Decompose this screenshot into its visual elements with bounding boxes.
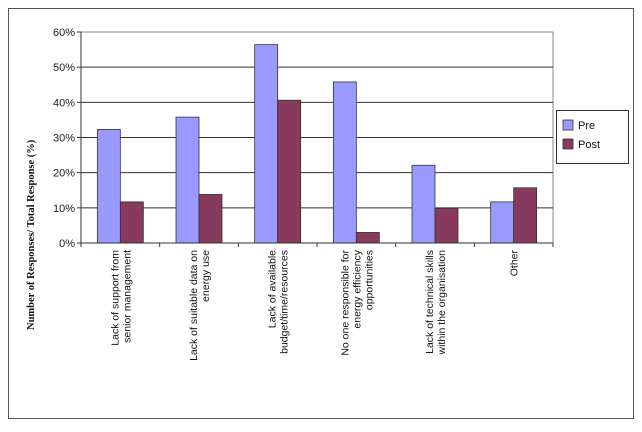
bar-pre (96, 129, 121, 244)
bar-post (277, 99, 302, 244)
y-tick-label: 40% (53, 97, 75, 109)
legend-label-pre: Pre (578, 120, 595, 132)
legend-label-post: Post (578, 139, 600, 151)
bar-pre (175, 116, 200, 244)
bar-pre (332, 81, 357, 244)
x-category-label: opportunities (363, 250, 375, 310)
y-axis-label: Number of Responses/ Total Response (%) (26, 139, 37, 330)
bar-post (355, 232, 380, 244)
x-category-label: Other (509, 250, 521, 277)
y-tick-label: 30% (53, 133, 75, 145)
x-category-label: energy efficiency (351, 249, 363, 328)
x-category-label: within the organisation (436, 250, 448, 356)
legend-swatch-post (562, 138, 574, 150)
x-category-label: Lack of suitable data on (188, 250, 200, 361)
bar-post (119, 201, 144, 244)
legend-box (556, 110, 629, 164)
y-tick-label: 20% (53, 168, 75, 180)
x-category-label: energy use (200, 250, 212, 302)
bar-post (513, 187, 538, 244)
x-category-label: senior management (121, 250, 133, 343)
y-tick-label: 0% (59, 238, 75, 250)
x-category-label: Lack of technical skills (424, 250, 436, 354)
bar-post (198, 194, 223, 244)
x-category-label: budget/time/resources (279, 250, 291, 354)
x-category-label: Lack of available (267, 250, 279, 328)
bar-pre (490, 201, 515, 244)
legend-swatch-pre (562, 119, 574, 131)
bar-pre (254, 44, 279, 244)
y-tick-label: 10% (53, 203, 75, 215)
y-tick-label: 60% (53, 27, 75, 39)
bar-post (434, 208, 459, 244)
x-category-label: No one responsible for (339, 250, 351, 356)
y-tick-label: 50% (53, 62, 75, 74)
bar-pre (411, 164, 436, 244)
x-category-label: Lack of support from (109, 250, 121, 346)
legend: Pre Post (556, 110, 629, 164)
